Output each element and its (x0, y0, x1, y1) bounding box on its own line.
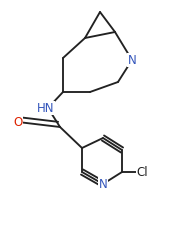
Text: HN: HN (37, 102, 55, 114)
Text: Cl: Cl (136, 165, 148, 179)
Text: N: N (99, 177, 107, 191)
Text: O: O (13, 115, 23, 129)
Text: N: N (128, 54, 136, 67)
